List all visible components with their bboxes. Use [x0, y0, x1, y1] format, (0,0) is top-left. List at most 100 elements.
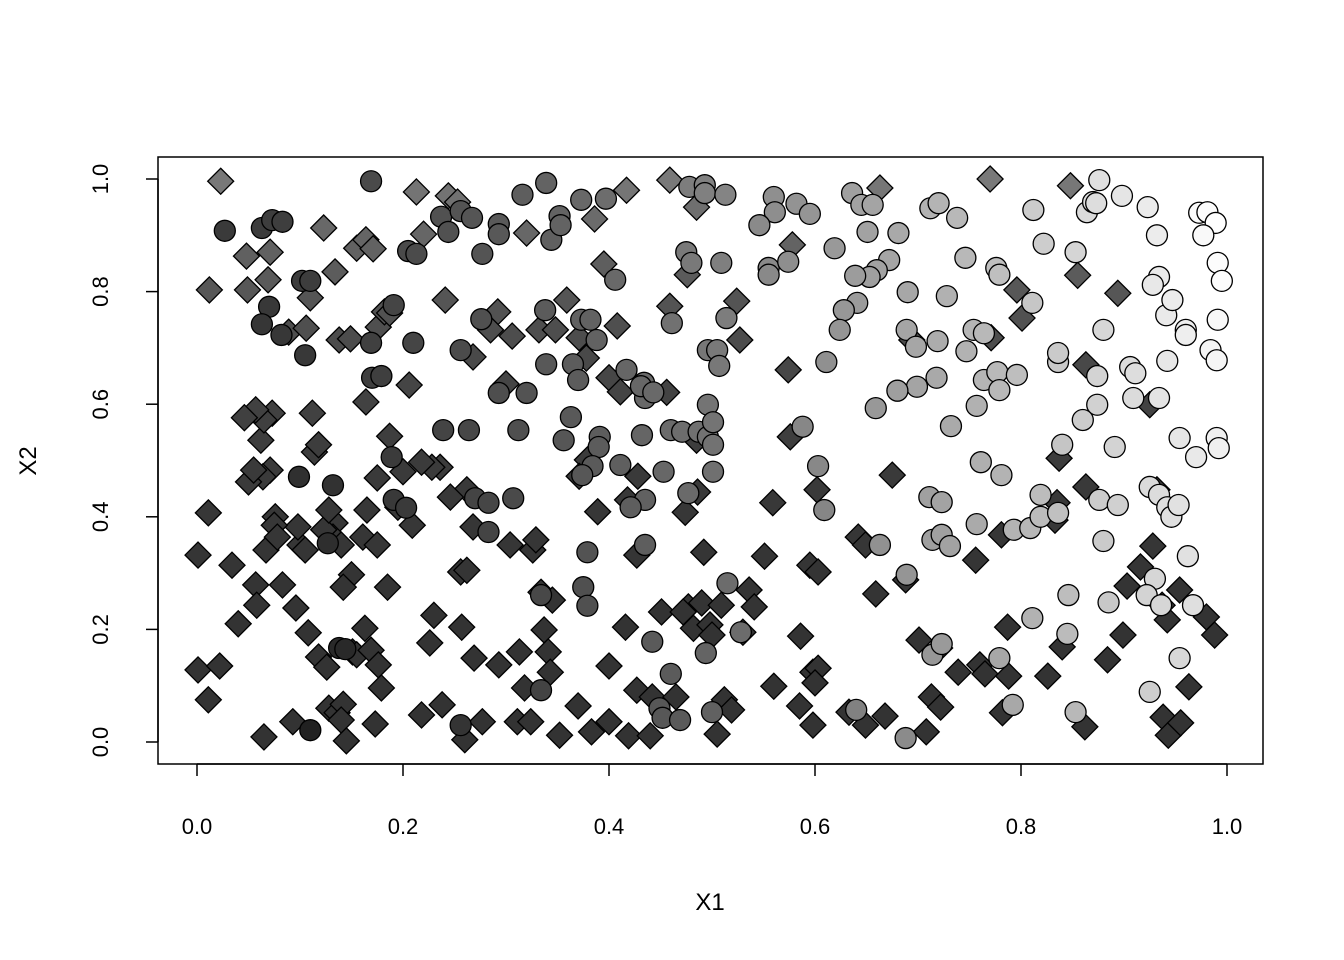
circle-point — [895, 318, 918, 342]
circle-point — [1192, 224, 1215, 247]
y-tick-label: 0.8 — [88, 276, 113, 307]
diamond-point — [195, 275, 224, 304]
diamond-point — [373, 573, 402, 602]
diamond-point — [912, 717, 941, 746]
circle-point — [552, 429, 575, 452]
circle-point — [1184, 445, 1208, 469]
circle-point — [549, 214, 572, 237]
diamond-point — [233, 275, 262, 304]
circle-point — [570, 188, 593, 211]
diamond-point — [304, 430, 333, 459]
circle-point — [832, 299, 855, 322]
diamond-point — [971, 659, 999, 688]
diamond-point — [375, 422, 404, 451]
diamond-point — [1200, 621, 1229, 649]
circle-point — [930, 491, 953, 514]
circle-point — [1106, 493, 1129, 517]
diamond-point — [799, 711, 827, 740]
circle-point — [299, 719, 322, 742]
circle-point — [1206, 308, 1229, 331]
circle-point — [1161, 288, 1184, 312]
circle-point — [701, 411, 725, 434]
circle-point — [477, 491, 500, 514]
circle-point — [507, 418, 530, 442]
x-tick-label: 0.6 — [800, 814, 831, 839]
circle-point — [1136, 195, 1159, 219]
circle-point — [1124, 362, 1147, 385]
diamond-point — [861, 580, 890, 608]
circle-point — [559, 405, 583, 429]
diamond-point — [239, 456, 268, 484]
circle-point — [533, 299, 557, 322]
circle-point — [1147, 386, 1171, 410]
diamond-point — [246, 426, 275, 455]
diamond-point — [460, 644, 488, 673]
circle-point — [1156, 349, 1179, 372]
diamond-point — [577, 717, 606, 746]
circle-point — [477, 520, 500, 544]
circle-point — [938, 534, 962, 558]
circle-point — [716, 572, 739, 595]
diamond-point — [655, 166, 684, 195]
diamond-point — [1113, 572, 1142, 600]
diamond-point — [606, 377, 635, 406]
circle-point — [988, 646, 1011, 670]
circle-point — [828, 318, 851, 342]
diamond-point — [623, 462, 652, 491]
diamond-point — [595, 707, 623, 736]
circle-point — [763, 201, 786, 224]
circle-point — [1086, 393, 1109, 416]
diamond-point — [785, 692, 814, 720]
circle-point — [321, 474, 345, 497]
circle-point — [1046, 341, 1070, 365]
diamond-point — [612, 176, 641, 205]
diamond-point — [361, 710, 390, 738]
diamond-point — [774, 355, 803, 384]
diamond-point — [703, 720, 732, 749]
diamond-point — [583, 497, 612, 526]
diamond-point — [336, 324, 365, 353]
circle-point — [641, 630, 664, 653]
diamond-point — [242, 591, 271, 620]
circle-point — [615, 358, 638, 382]
circle-point — [925, 366, 948, 389]
circle-point — [1141, 273, 1164, 296]
diamond-point — [359, 234, 388, 263]
circle-point — [988, 263, 1011, 286]
circle-point — [1029, 483, 1052, 506]
circle-point — [813, 498, 836, 522]
circle-point — [1001, 693, 1024, 716]
circle-point — [432, 418, 455, 442]
circle-point — [572, 576, 595, 599]
circle-point — [1168, 646, 1191, 670]
circle-point — [359, 331, 383, 354]
diamond-point — [484, 650, 513, 679]
circle-point — [927, 192, 950, 215]
circle-point — [529, 583, 553, 607]
circle-point — [609, 453, 632, 477]
circle-point — [680, 251, 703, 275]
diamond-point — [232, 242, 261, 271]
diamond-point — [254, 265, 282, 294]
diamond-point — [230, 403, 259, 432]
circle-point — [729, 621, 752, 644]
circle-point — [845, 698, 868, 722]
x-tick-label: 0.2 — [388, 814, 419, 839]
circle-point — [293, 344, 317, 367]
diamond-point — [367, 674, 396, 702]
x-tick-label: 1.0 — [1212, 814, 1243, 839]
circle-point — [529, 679, 553, 702]
circle-point — [1174, 323, 1197, 347]
circle-point — [652, 460, 675, 483]
diamond-point — [976, 165, 1005, 193]
diamond-point — [1093, 645, 1122, 674]
diamond-point — [428, 690, 457, 719]
circle-point — [334, 637, 357, 661]
circle-point — [990, 463, 1013, 487]
circle-point — [798, 202, 821, 226]
circle-point — [668, 708, 692, 732]
diamond-point — [363, 531, 392, 559]
diamond-point — [671, 498, 700, 527]
diamond-point — [350, 614, 379, 643]
x-tick-label: 0.8 — [1006, 814, 1037, 839]
